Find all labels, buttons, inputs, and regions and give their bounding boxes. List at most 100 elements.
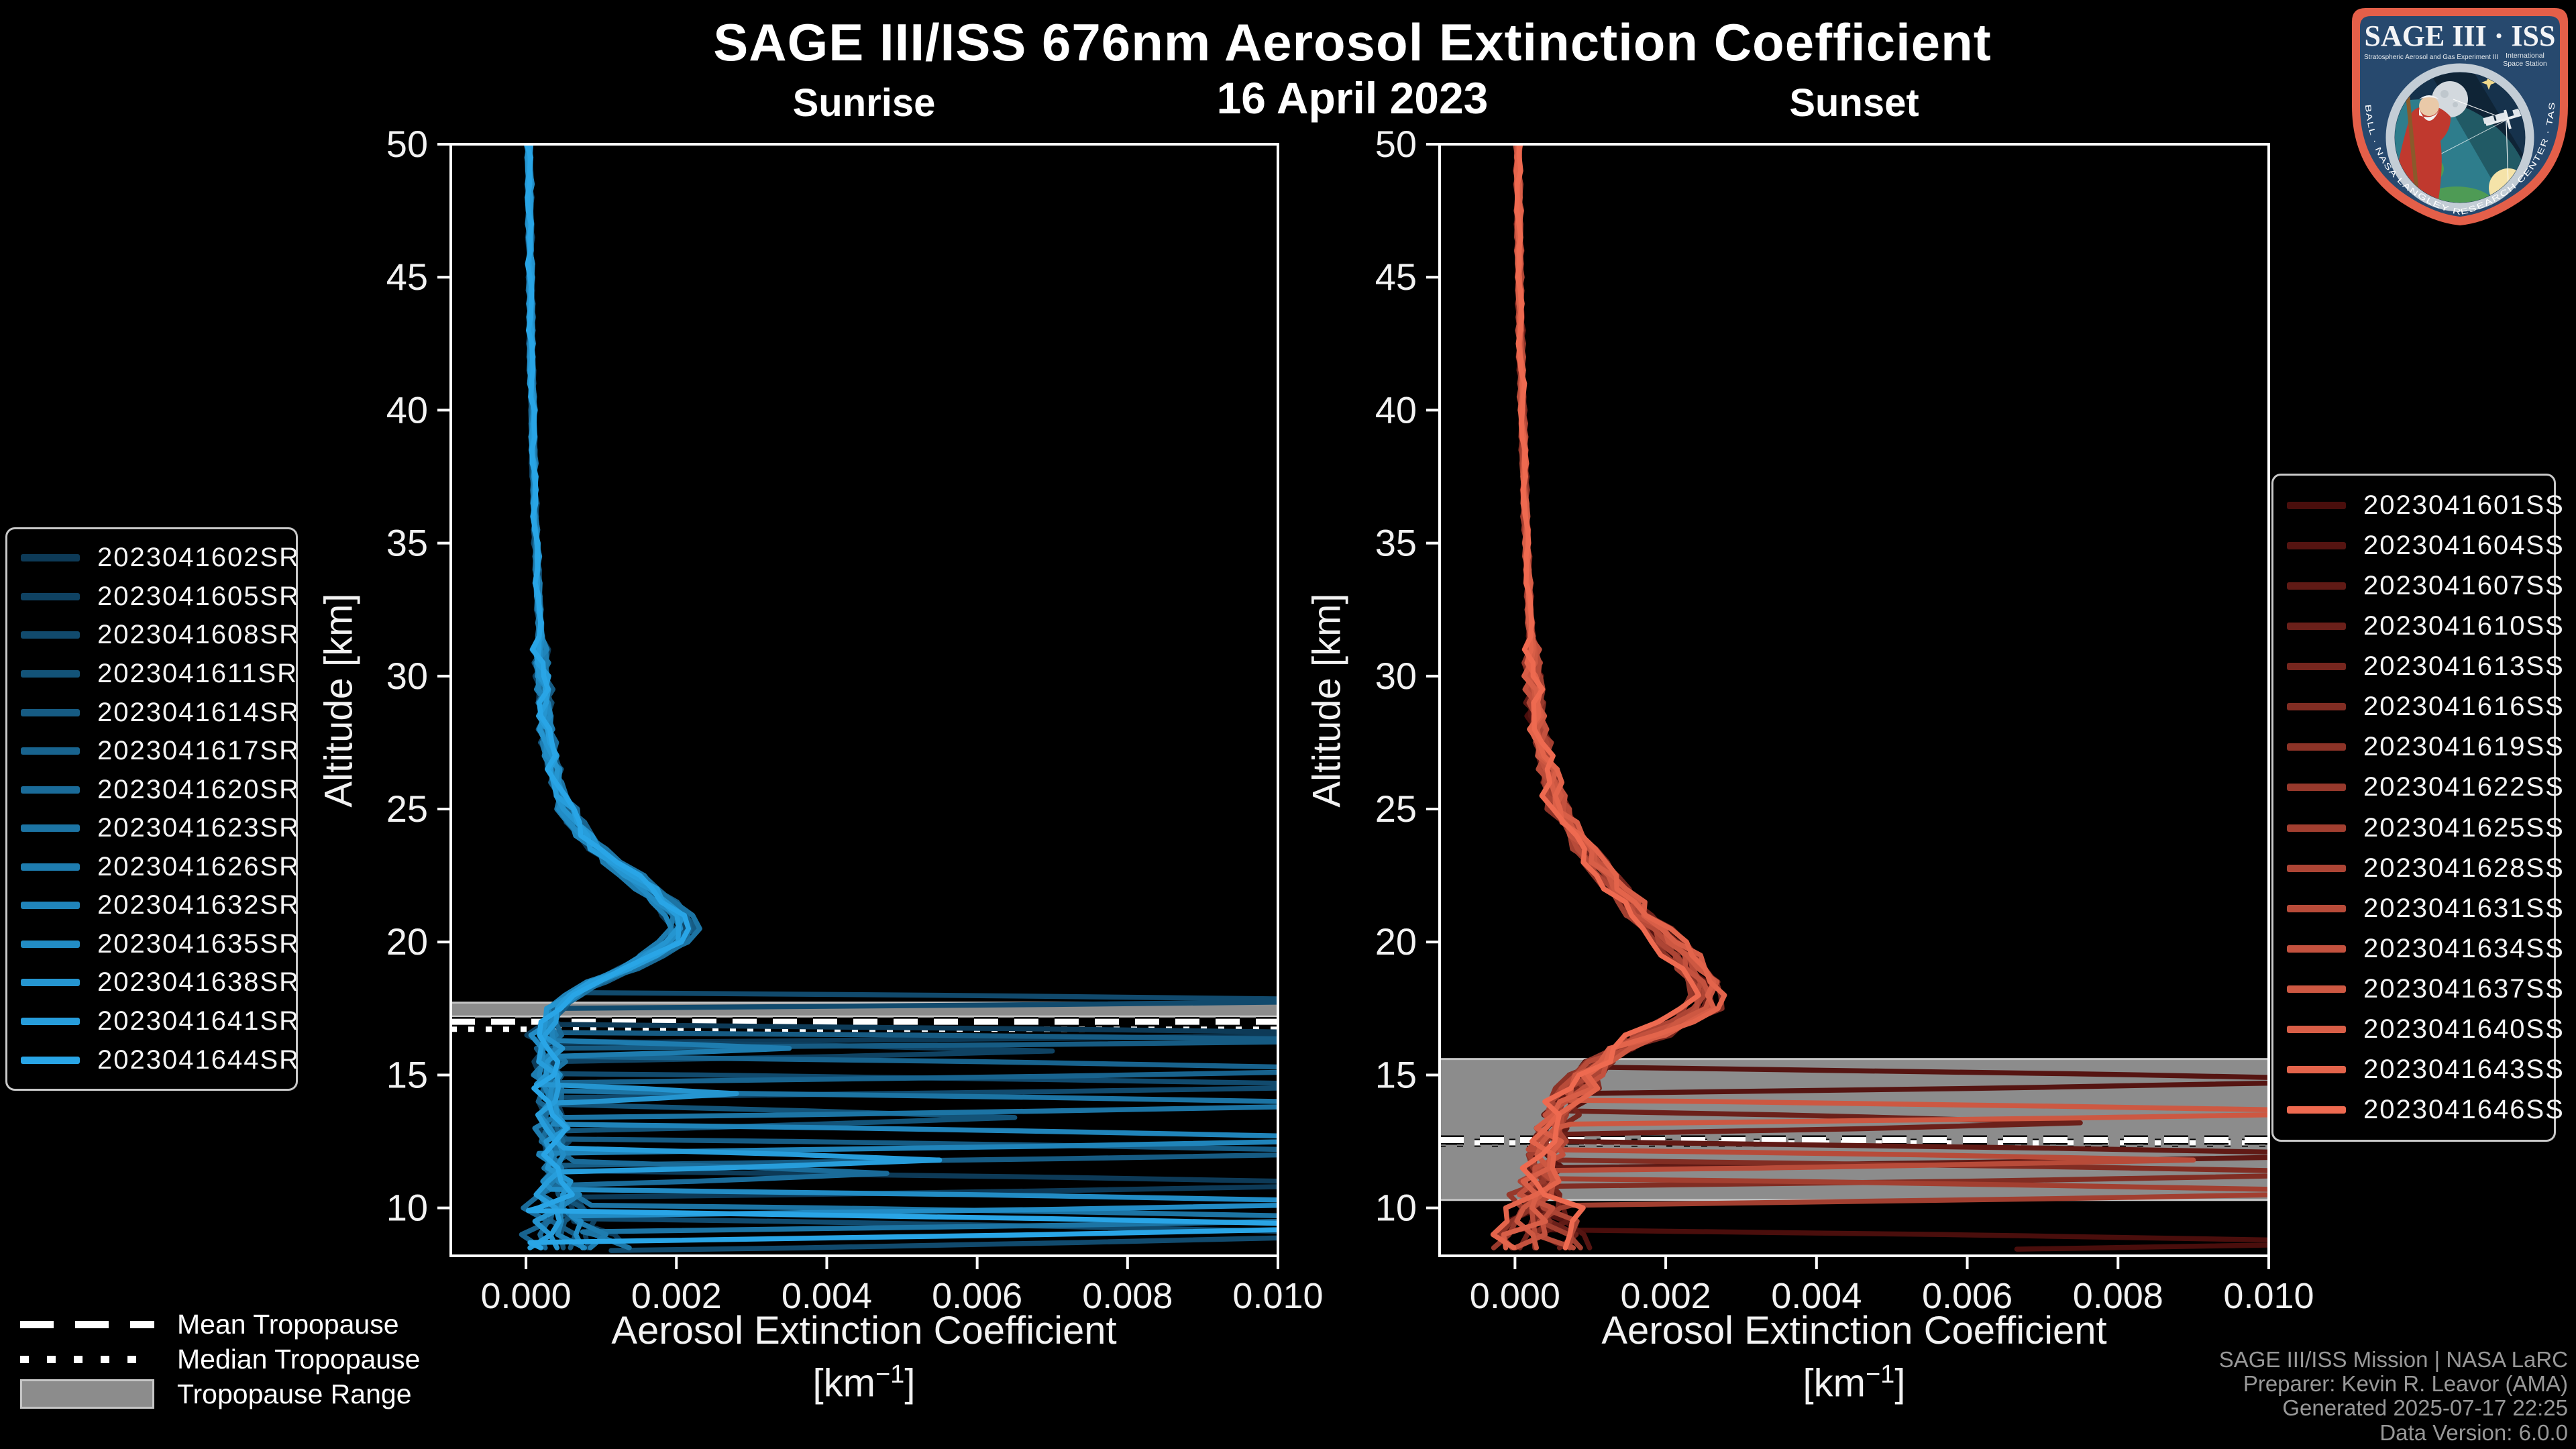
earth (2395, 99, 2525, 203)
legend-line-swatch (2287, 945, 2346, 953)
tropopause-legend: Mean Tropopause Median Tropopause Tropop… (20, 1307, 420, 1411)
legend-item-2023041620SR: 2023041620SR (21, 775, 299, 805)
x-tick-label: 0.010 (2223, 1276, 2314, 1316)
legend-label: 2023041619SS (2363, 732, 2565, 762)
moon-crater (2440, 90, 2449, 98)
legend-item-2023041635SR: 2023041635SR (21, 929, 299, 959)
logo-subtitle-right: International (2506, 52, 2544, 60)
legend-item-2023041611SR: 2023041611SR (21, 659, 297, 689)
sunset-plot-area (1440, 144, 2269, 1252)
x-tick-label: 0.000 (1470, 1276, 1560, 1316)
legend-label: 2023041625SS (2363, 812, 2565, 843)
legend-item-2023041638SR: 2023041638SR (21, 967, 299, 998)
sunrise-x-axis-unit: [km−1] (812, 1360, 916, 1405)
legend-item-2023041607SS: 2023041607SS (2287, 571, 2563, 601)
legend-item-2023041640SS: 2023041640SS (2287, 1014, 2563, 1044)
legend-line-swatch (2287, 501, 2346, 509)
moon-crater (2453, 102, 2458, 107)
legend-line-swatch (21, 824, 80, 833)
legend-label: 2023041644SR (97, 1044, 301, 1075)
sunset-axes-frame (1438, 143, 2270, 1257)
earth-landmass (2361, 205, 2418, 227)
sunrise-legend: 2023041602SR 2023041605SR 2023041608SR 2023… (5, 527, 301, 1091)
legend-label: 2023041643SS (2363, 1055, 2565, 1085)
legend-item-2023041634SS: 2023041634SS (2287, 934, 2563, 964)
legend-line-swatch (21, 979, 80, 987)
y-tick-label: 40 (1375, 388, 1417, 431)
legend-label: 2023041634SS (2363, 933, 2565, 963)
sage-iii-iss-mission-patch-logo: SAGE III · ISS Stratospheric Aerosol and… (2349, 5, 2568, 227)
legend-item-2023041623SR: 2023041623SR (21, 813, 299, 843)
occultation-ray-limb (2429, 119, 2507, 160)
legend-line-swatch (2287, 1026, 2346, 1034)
legend-item-2023041637SS: 2023041637SS (2287, 974, 2563, 1004)
legend-line-swatch (2287, 985, 2346, 994)
legend-item-2023041626SR: 2023041626SR (21, 852, 299, 882)
x-tick-label: 0.004 (1771, 1276, 1862, 1316)
legend-label: 2023041635SR (97, 928, 301, 959)
legend-label: 2023041632SR (97, 890, 301, 920)
legend-label: 2023041646SS (2363, 1095, 2565, 1125)
legend-label: 2023041608SR (97, 620, 301, 650)
page-title: SAGE III/ISS 676nm Aerosol Extinction Co… (713, 13, 1992, 72)
legend-label: 2023041602SR (97, 543, 301, 573)
mean-tropopause-label: Mean Tropopause (177, 1308, 399, 1340)
legend-line-swatch (21, 669, 80, 678)
legend-line-swatch (2287, 743, 2346, 751)
legend-line-swatch (2287, 864, 2346, 872)
legend-item-2023041632SR: 2023041632SR (21, 890, 299, 920)
legend-line-swatch (21, 554, 80, 562)
legend-item-2023041644SR: 2023041644SR (21, 1045, 299, 1075)
legend-label: 2023041631SS (2363, 893, 2565, 923)
legend-item-2023041628SS: 2023041628SS (2287, 853, 2563, 883)
legend-item-2023041602SR: 2023041602SR (21, 543, 299, 573)
median-tropopause-label: Median Tropopause (177, 1343, 421, 1375)
legend-item-2023041643SS: 2023041643SS (2287, 1055, 2563, 1085)
y-tick-label: 30 (386, 655, 428, 697)
y-tick-label: 10 (386, 1187, 428, 1229)
legend-item-2023041614SR: 2023041614SR (21, 698, 299, 728)
y-tick-label: 30 (1375, 655, 1417, 697)
legend-label: 2023041616SS (2363, 692, 2565, 722)
legend-line-swatch (21, 592, 80, 600)
legend-line-swatch (21, 708, 80, 716)
legend-line-swatch (2287, 622, 2346, 630)
legend-label: 2023041641SR (97, 1006, 301, 1036)
legend-label: 2023041626SR (97, 851, 301, 881)
y-tick-label: 25 (1375, 788, 1417, 830)
attribution-block: SAGE III/ISS Mission | NASA LaRC Prepare… (2219, 1347, 2568, 1445)
star-icon (2481, 75, 2496, 90)
generated-timestamp: Generated 2025-07-17 22:25 (2282, 1395, 2568, 1421)
profile-line-2023041644SR (524, 144, 1278, 1250)
legend-line-swatch (21, 631, 80, 639)
legend-label: 2023041604SS (2363, 530, 2565, 560)
y-tick-label: 15 (386, 1053, 428, 1095)
legend-item-2023041631SS: 2023041631SS (2287, 894, 2563, 924)
profile-line-2023041646SS (1514, 144, 1701, 1250)
x-tick-label: 0.004 (782, 1276, 872, 1316)
sunset-panel-title: Sunset (1789, 81, 1919, 125)
y-tick-label: 35 (1375, 522, 1417, 564)
logo-title: SAGE III · ISS (2365, 19, 2556, 52)
tropopause-legend-item-median: Median Tropopause (20, 1342, 420, 1377)
legend-line-swatch (2287, 1106, 2346, 1114)
y-tick-label: 25 (386, 788, 428, 830)
legend-line-swatch (21, 940, 80, 948)
legend-item-2023041610SS: 2023041610SS (2287, 611, 2563, 641)
legend-label: 2023041640SS (2363, 1014, 2565, 1044)
legend-line-swatch (21, 1056, 80, 1064)
tropopause-legend-item-range: Tropopause Range (20, 1377, 420, 1411)
legend-line-swatch (21, 863, 80, 871)
x-tick-label: 0.000 (481, 1276, 572, 1316)
legend-item-2023041617SR: 2023041617SR (21, 736, 299, 766)
legend-line-swatch (21, 1018, 80, 1026)
profile-line-2023041608SR (524, 144, 1278, 1253)
y-tick-label: 50 (386, 123, 428, 165)
legend-label: 2023041628SS (2363, 853, 2565, 883)
mean-tropopause-dashed-swatch (20, 1320, 154, 1328)
date-subtitle: 16 April 2023 (1216, 73, 1489, 123)
legend-line-swatch (2287, 541, 2346, 549)
legend-label: 2023041605SR (97, 581, 301, 611)
legend-line-swatch (2287, 1066, 2346, 1074)
